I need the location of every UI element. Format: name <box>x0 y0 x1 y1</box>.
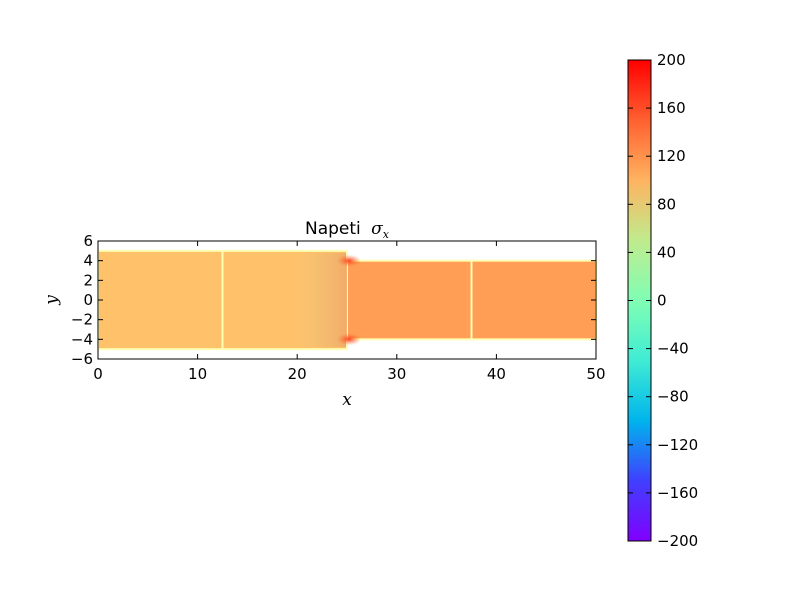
chart-title-subscript: x <box>383 228 390 241</box>
x-axis-ticks: 0 10 20 30 40 50 <box>93 241 606 383</box>
y-tick-label: 0 <box>83 291 93 309</box>
colorbar-tick-label: −160 <box>657 484 698 502</box>
stress-field <box>97 249 597 351</box>
colorbar-tick-label: 0 <box>657 292 667 310</box>
stress-concentration-bottom <box>337 333 361 346</box>
y-axis-label: y <box>42 295 62 306</box>
colorbar-tick-label: 200 <box>657 51 686 69</box>
y-tick-label: 2 <box>83 271 93 289</box>
colorbar-ticks: 200 160 120 80 40 0 −40 −80 −120 −160 −200 <box>628 51 698 550</box>
y-tick-label: −6 <box>71 350 93 368</box>
x-tick-label: 30 <box>387 365 406 383</box>
x-tick-label: 50 <box>586 365 605 383</box>
colorbar-tick-label: 160 <box>657 99 686 117</box>
chart-title-text: Napeti <box>305 219 361 239</box>
colorbar-tick-label: −80 <box>657 388 689 406</box>
colorbar-tick-label: 40 <box>657 243 676 261</box>
y-tick-label: 6 <box>83 232 93 250</box>
x-tick-label: 40 <box>487 365 506 383</box>
colorbar-tick-label: 120 <box>657 147 686 165</box>
colorbar-tick-label: −120 <box>657 436 698 454</box>
x-tick-label: 0 <box>93 365 103 383</box>
x-tick-label: 20 <box>288 365 307 383</box>
colorbar-tick-label: −200 <box>657 532 698 550</box>
y-tick-label: −2 <box>71 311 93 329</box>
y-tick-label: 4 <box>83 252 93 270</box>
colorbar-tick-label: −40 <box>657 340 689 358</box>
stress-concentration-top <box>337 254 361 267</box>
chart-title: Napeti σx <box>305 219 390 241</box>
chart-title-symbol: σ <box>371 219 383 239</box>
colorbar-tick-label: 80 <box>657 195 676 213</box>
colorbar: 200 160 120 80 40 0 −40 −80 −120 −160 −200 <box>627 51 698 550</box>
transition-zone <box>297 252 347 348</box>
y-axis-ticks: 6 42 0 −2−4 −6 <box>71 232 596 368</box>
y-tick-label: −4 <box>71 330 93 348</box>
x-axis-label: x <box>342 390 352 410</box>
x-tick-label: 10 <box>188 365 207 383</box>
